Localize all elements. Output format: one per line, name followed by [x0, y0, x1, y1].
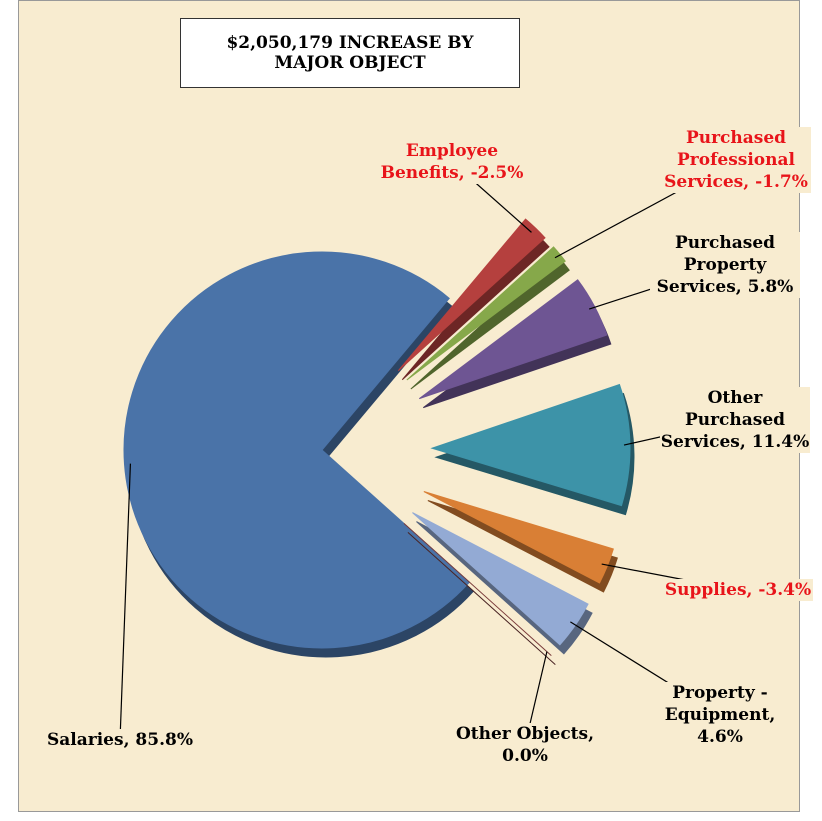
value-label: 5.8% [747, 277, 794, 297]
data-label: Salaries, 85.8% [45, 729, 195, 751]
category-label: Other Purchased Services, [660, 388, 786, 452]
category-label: Supplies, [664, 580, 753, 600]
category-label: Other Objects, [455, 724, 595, 744]
slice [403, 523, 552, 656]
slice-side [407, 532, 556, 665]
slice-side [427, 500, 618, 593]
category-label: Property - Equipment, [664, 683, 776, 725]
slice [406, 246, 566, 381]
data-label: Other Purchased Services, 11.4% [660, 387, 810, 453]
slice [430, 383, 631, 507]
slice [418, 279, 608, 400]
category-label: Purchased Professional Services, [664, 128, 795, 192]
slice [423, 491, 614, 584]
category-label: Purchased Property Services, [656, 233, 776, 297]
data-label: Employee Benefits, -2.5% [377, 140, 527, 184]
value-label: -1.7% [755, 172, 808, 192]
value-label: 85.8% [135, 730, 193, 750]
slice [123, 251, 471, 649]
category-label: Employee Benefits, [380, 141, 499, 183]
category-label: Salaries, [47, 730, 130, 750]
data-label: Purchased Professional Services, -1.7% [661, 127, 811, 193]
data-label: Property - Equipment, 4.6% [645, 682, 795, 748]
value-label: 11.4% [751, 432, 810, 452]
data-label: Other Objects, 0.0% [450, 723, 600, 767]
value-label: -2.5% [470, 163, 524, 183]
leader-line [119, 463, 132, 741]
data-label: Supplies, -3.4% [663, 579, 813, 601]
chart-title: $2,050,179 INCREASE BY MAJOR OBJECT [180, 18, 520, 88]
value-label: -3.4% [758, 580, 812, 600]
value-label: 4.6% [697, 727, 743, 747]
data-label: Purchased Property Services, 5.8% [650, 232, 800, 298]
slice [397, 218, 546, 372]
value-label: 0.0% [502, 746, 548, 766]
